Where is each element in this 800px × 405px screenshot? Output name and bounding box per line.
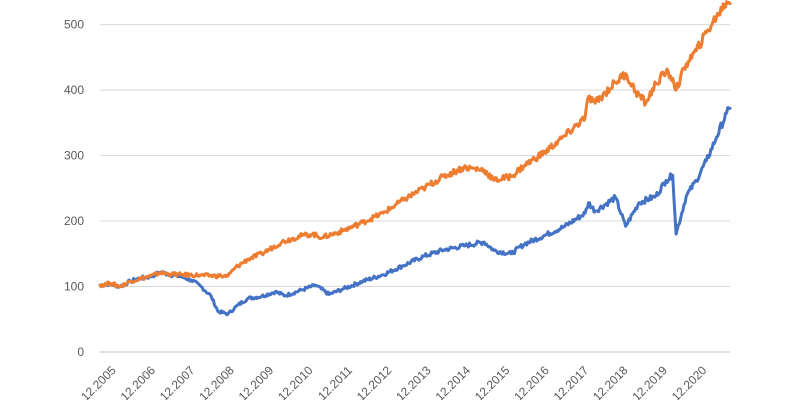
y-tick-label: 500 (64, 18, 84, 32)
x-tick-label: 12.2020 (669, 363, 710, 400)
x-tick-label: 12.2006 (118, 363, 159, 400)
x-tick-label: 12.2018 (590, 363, 631, 400)
y-tick-label: 0 (77, 345, 84, 359)
x-tick-label: 12.2012 (354, 363, 395, 400)
x-tick-label: 12.2005 (78, 363, 119, 400)
x-tick-label: 12.2011 (315, 363, 355, 400)
y-tick-label: 200 (64, 214, 84, 228)
x-tick-label: 12.2010 (275, 363, 316, 400)
x-axis-ticks: 12.200512.200612.200712.200812.200912.20… (78, 363, 710, 404)
x-tick-label: 12.2016 (511, 363, 552, 400)
grid-layer (100, 24, 730, 353)
y-tick-label: 300 (64, 149, 84, 163)
x-tick-label: 12.2007 (157, 363, 198, 400)
y-axis-ticks: 0 100 200 300 400 500 (64, 18, 84, 359)
x-tick-label: 12.2013 (393, 363, 434, 400)
y-tick-label: 100 (64, 280, 84, 294)
x-tick-label: 12.2015 (472, 363, 513, 400)
series-line-1 (98, 106, 732, 317)
x-tick-label: 12.2014 (433, 363, 474, 400)
x-tick-label: 12.2009 (236, 363, 277, 400)
y-tick-label: 400 (64, 83, 84, 97)
x-tick-label: 12.2008 (196, 363, 237, 400)
series-layer (98, 0, 732, 317)
series-line-2 (98, 0, 732, 289)
x-tick-label: 12.2017 (551, 363, 592, 400)
x-tick-label: 12.2019 (629, 363, 670, 400)
